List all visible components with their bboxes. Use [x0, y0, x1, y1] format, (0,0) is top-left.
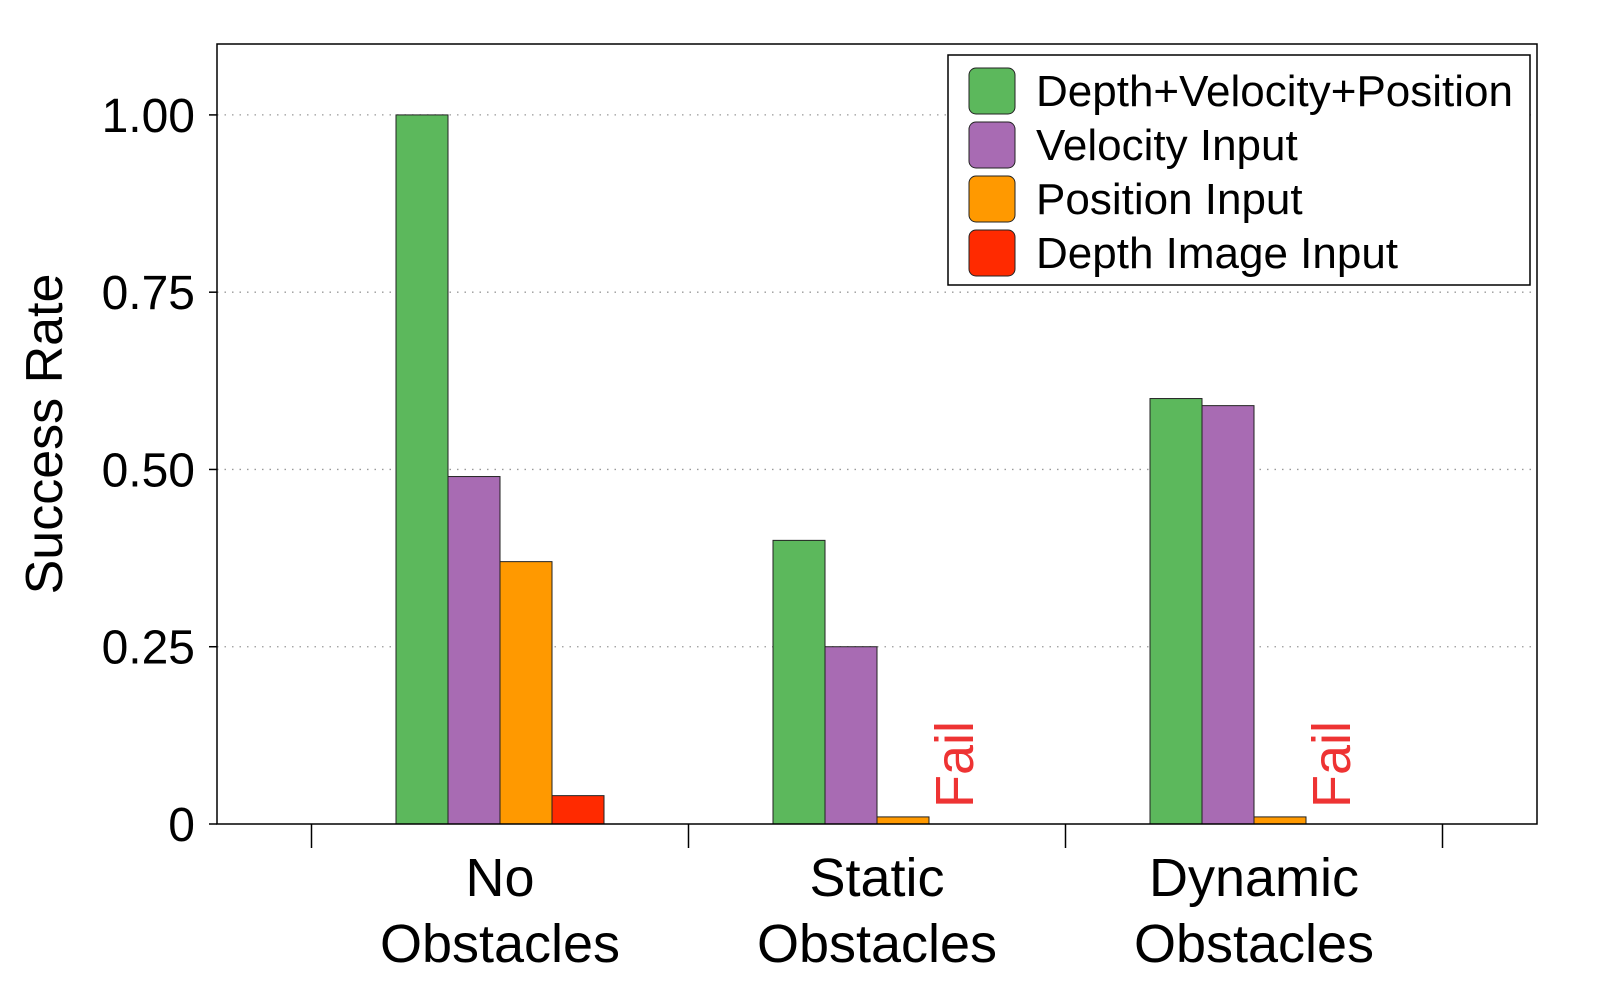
fail-annotation: Fail [1302, 721, 1362, 808]
bar [1201, 405, 1255, 825]
y-tick-label: 0 [168, 799, 195, 852]
legend-label: Depth+Velocity+Position [1036, 67, 1513, 116]
y-tick-label: 0.75 [102, 267, 195, 320]
y-tick-label: 0.50 [102, 444, 195, 497]
legend-label: Position Input [1036, 175, 1303, 224]
annotations: Fail Fail [925, 721, 1362, 808]
bar [876, 816, 930, 825]
legend-swatch [968, 229, 1016, 277]
legend-label: Velocity Input [1036, 121, 1298, 170]
y-axis: 0 0.25 0.50 0.75 1.00 [102, 90, 217, 852]
x-tick-label: Obstacles [757, 914, 997, 974]
x-tick-label: Dynamic [1149, 848, 1359, 908]
fail-annotation: Fail [925, 721, 985, 808]
y-axis-label: Success Rate [16, 274, 74, 595]
y-tick-label: 0.25 [102, 622, 195, 675]
plot-frame [216, 43, 1538, 825]
y-tick-label: 1.00 [102, 90, 195, 143]
legend-label: Depth Image Input [1036, 229, 1398, 278]
legend-box [947, 54, 1531, 286]
x-tick-label: No [465, 848, 534, 908]
bar [499, 561, 553, 825]
bar [447, 476, 501, 825]
legend: Depth+Velocity+Position Velocity Input Pos… [947, 54, 1531, 286]
bar [824, 646, 878, 825]
bar [772, 539, 826, 825]
legend-swatch [968, 67, 1016, 115]
legend-swatch [968, 175, 1016, 223]
x-axis: NoObstaclesStaticObstaclesDynamicObstacl… [310, 824, 1444, 974]
bar [551, 795, 605, 825]
legend-swatch [968, 121, 1016, 169]
x-tick-label: Obstacles [380, 914, 620, 974]
x-tick-label: Obstacles [1134, 914, 1374, 974]
bar [395, 114, 449, 825]
bar [1253, 816, 1307, 825]
bar [1149, 398, 1203, 825]
x-tick-label: Static [809, 848, 944, 908]
